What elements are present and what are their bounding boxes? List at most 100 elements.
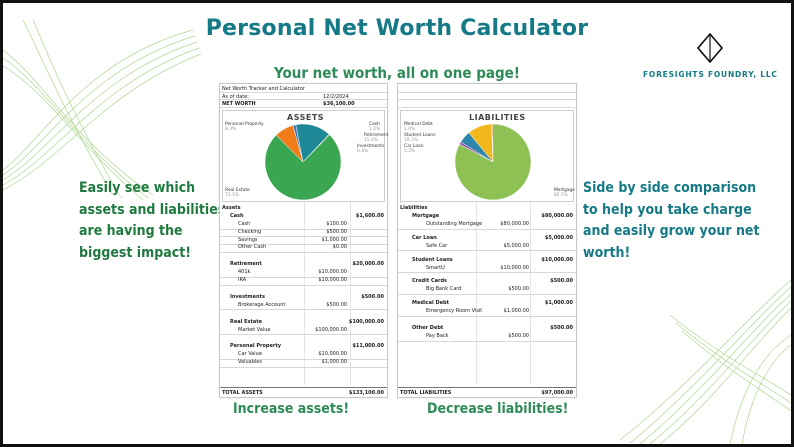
right-blurb-line: Side by side comparison [583,180,757,196]
item-value: $500.00 [508,333,529,339]
table-row: Car Value $10,000.00 [220,351,387,359]
liabilities-table: Mortgage $80,000.00 Outstanding Mortgage $8… [398,84,576,397]
pie-label-name: Investments [357,144,385,149]
group-name: Personal Property [230,343,281,350]
right-blurb-line: and easily grow your net [583,223,760,239]
item-name: Pay Back [426,333,449,339]
item-name: Market Value [238,326,271,333]
item-value: $0.00 [332,244,347,251]
pie-label-name: Cash [369,122,380,127]
group-total: $11,000.00 [352,343,384,350]
row-line [220,236,387,238]
row-line [398,107,576,108]
item-value: $5,000.00 [503,242,529,249]
group-total: $5,000.00 [544,234,573,241]
item-name: Big Bank Card [426,286,462,293]
assets-chart-title: ASSETS [287,113,325,122]
item-value: $10,000.00 [318,269,347,276]
left-blurb-line: assets and liabilities [79,201,226,218]
left-blurb-line: biggest impact! [79,244,191,261]
pie-label-name: Medical Debt [404,122,433,127]
pie-label-investments: Investments 0.4% [357,144,384,154]
brand-name: FORESIGHTS FOUNDRY, LLC [643,70,778,79]
row-line [220,334,387,336]
sheet-title: Net Worth Tracker and Calculator [222,86,305,92]
tagline: Your net worth, all on one page! [274,64,520,82]
row-line [220,228,387,230]
net-worth-value: $36,100.00 [323,101,355,107]
left-blurb-line: Easily see which [79,180,196,196]
pie-label-name: Personal Property [225,122,264,127]
item-value: $500.00 [326,301,347,308]
item-name: Brokerage Account [238,301,286,308]
item-value: $80,000.00 [500,221,529,227]
item-name: Savings [238,236,258,243]
table-row: Savings $1,000.00 [220,237,387,245]
item-value: $100,000.00 [315,326,347,333]
row-line [398,99,576,100]
assets-caption: Increase assets! [233,401,350,417]
row-line [398,228,576,230]
net-worth-label: NET WORTH [222,101,256,107]
pie-label-student-loans: Student Loans 10.3% [404,133,436,143]
pie-label-pct: 1.0% [404,127,416,132]
table-row: Pay Back $500.00 [398,333,576,341]
pie-label-pct: 5.2% [404,149,416,154]
item-value: $500.00 [508,286,529,293]
left-blurb: Easily see which assets and liabilities … [79,178,229,264]
group-name: Other Debt [412,325,444,331]
assets-table: Cash $1,600.00 Cash $100.00 Checking $500.00 S… [220,84,387,397]
group-total: $20,000.00 [352,261,384,268]
item-value: $1,000.00 [503,308,529,315]
pie-label-name: Real Estate [225,188,250,193]
assets-sheet: Net Worth Tracker and Calculator As of d… [219,83,388,398]
left-blurb-line: are having the [79,223,183,239]
decorative-lines-left [3,20,202,200]
row-line [398,250,576,252]
row-line [220,358,387,360]
liabilities-chart-panel: LIABILITIES Medical Debt 1.0% Student Loa… [400,110,575,202]
column-line [350,202,351,385]
column-line [304,202,305,385]
item-name: Safe Car [426,242,448,249]
item-value: $100.00 [326,221,347,227]
pie-slice-real-estate [264,134,342,201]
row-line [220,366,387,368]
pie-label-personal-property: Personal Property 8.3% [225,122,264,132]
item-value: $10,000.00 [500,264,529,271]
item-value: $500.00 [326,228,347,235]
group-total: $1,600.00 [355,213,384,219]
table-row: Safe Car $5,000.00 [398,243,576,251]
pie-label-mortgage: Mortgage 82.5% [554,188,575,198]
group-name: Retirement [230,261,262,268]
pie-label-name: Retirement [364,133,389,138]
pie-label-pct: 1.2% [369,127,381,132]
pie-label-pct: 82.5% [554,193,568,198]
liabilities-sheet: LIABILITIES Medical Debt 1.0% Student Loa… [397,83,577,398]
decorative-lines-right [619,279,791,444]
table-row: SmartU $10,000.00 [398,265,576,273]
page-title: Personal Net Worth Calculator [205,16,589,41]
item-name: Emergency Room Visit [426,308,483,315]
pie-label-pct: 8.3% [225,127,237,132]
table-row: Market Value $100,000.00 [220,327,387,335]
pie-label-pct: 75.1% [225,193,239,198]
right-blurb: Side by side comparison to help you take… [583,178,783,264]
date-label: As of date: [222,94,249,100]
item-name: Other Cash [238,244,267,251]
pie-slice-mortgage [454,123,532,201]
assets-chart-panel: ASSETS Personal Property 8.3% Cash 1.2% Re… [222,110,389,202]
group-total: $10,000.00 [541,256,573,263]
table-row: IRA $10,000.00 [220,277,387,285]
group-name: Cash [230,213,244,219]
row-line [220,99,387,100]
table-row: Valuables $1,000.00 [220,359,387,367]
liabilities-caption: Decrease liabilities! [427,401,569,417]
row-line [220,387,387,388]
row-line [220,92,387,93]
item-name: SmartU [426,264,445,271]
total-assets-value: $133,100.00 [348,390,384,396]
row-line [220,107,387,108]
item-name: Checking [238,228,262,235]
right-blurb-line: to help you take charge [583,201,752,218]
